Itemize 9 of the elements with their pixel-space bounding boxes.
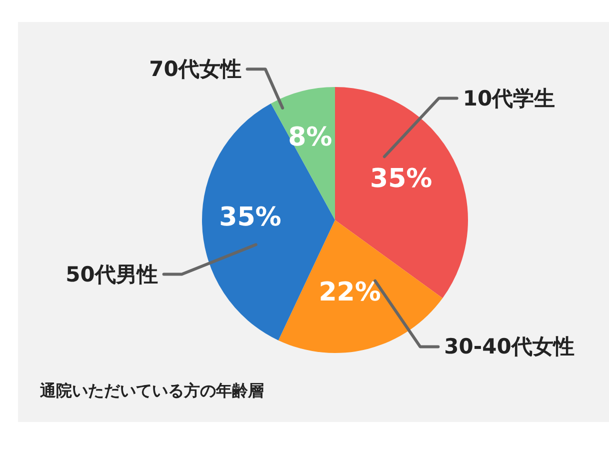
data-label: 22% bbox=[318, 277, 381, 308]
slice-label: 50代男性 bbox=[66, 262, 158, 286]
slice-label: 70代女性 bbox=[149, 57, 242, 82]
slice-label: 10代学生 bbox=[462, 86, 556, 110]
data-label: 35% bbox=[219, 202, 282, 233]
data-label: 8% bbox=[288, 122, 332, 153]
text: 通院いただいている方の年齢層 bbox=[39, 381, 264, 400]
slice-label: 30-40代女性 bbox=[444, 334, 574, 359]
data-label: 35% bbox=[370, 164, 432, 194]
